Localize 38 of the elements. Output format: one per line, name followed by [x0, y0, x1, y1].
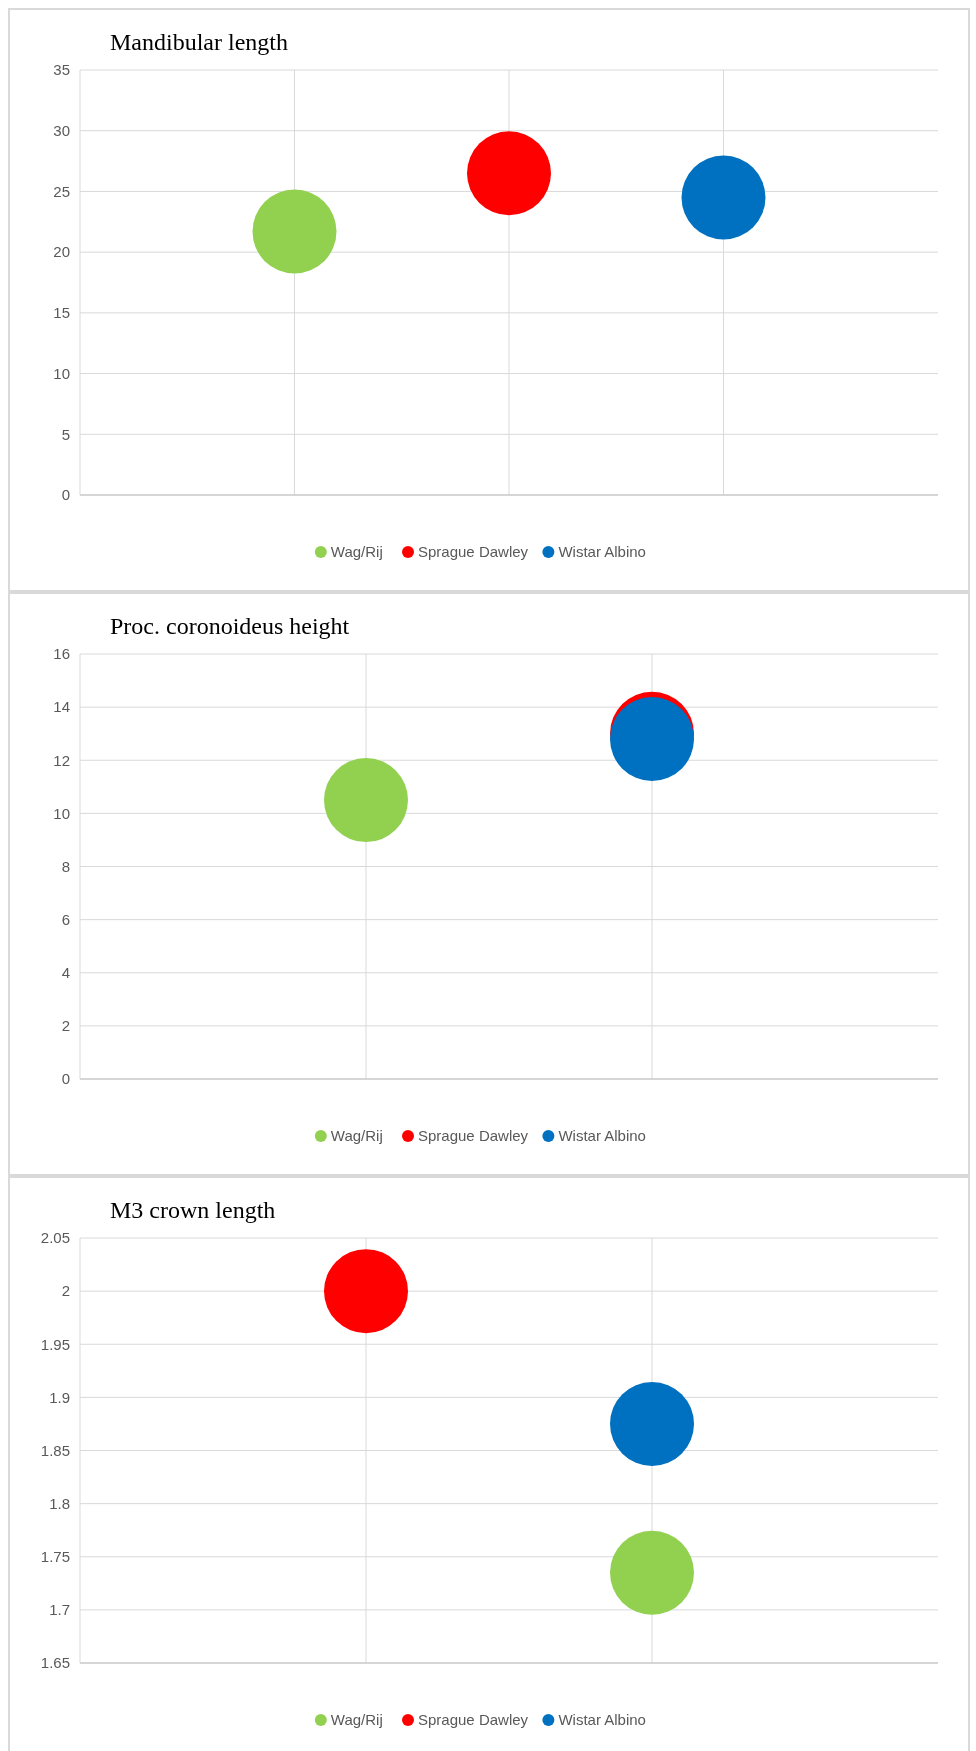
y-tick-label: 2 [61, 1282, 70, 1300]
chart-title: M3 crown length [110, 1197, 276, 1223]
y-tick-label: 10 [53, 804, 70, 822]
y-tick-label: 1.75 [40, 1548, 70, 1565]
y-tick-label: 2.05 [40, 1229, 70, 1247]
y-tick-label: 14 [53, 698, 70, 716]
legend-label: Wistar Albino [558, 1127, 646, 1145]
y-tick-label: 1.65 [40, 1654, 70, 1672]
y-tick-label: 1.95 [40, 1335, 70, 1353]
legend-label: Sprague Dawley [418, 1127, 529, 1145]
y-tick-label: 20 [53, 243, 70, 261]
legend-label: Sprague Dawley [418, 543, 529, 561]
chart-title: Mandibular length [110, 29, 288, 55]
y-tick-label: 1.8 [49, 1494, 70, 1512]
legend-label: Wag/Rij [330, 1711, 383, 1729]
y-tick-label: 5 [61, 425, 70, 443]
y-tick-label: 1.85 [40, 1441, 70, 1459]
legend-label: Wag/Rij [330, 543, 383, 561]
legend-label: Wag/Rij [330, 1127, 383, 1145]
y-tick-label: 6 [61, 910, 70, 928]
legend-label: Sprague Dawley [418, 1711, 529, 1729]
y-tick-label: 0 [61, 486, 70, 504]
y-tick-label: 1.7 [49, 1601, 70, 1619]
y-tick-label: 4 [61, 964, 70, 981]
y-tick-label: 0 [61, 1070, 70, 1088]
y-tick-label: 10 [53, 364, 70, 382]
y-tick-label: 15 [53, 304, 70, 322]
y-tick-label: 25 [53, 182, 70, 200]
y-tick-label: 16 [53, 645, 70, 663]
y-tick-label: 1.9 [49, 1388, 70, 1406]
y-tick-label: 30 [53, 121, 70, 139]
legend-label: Wistar Albino [558, 543, 646, 561]
y-tick-label: 35 [53, 61, 70, 79]
y-tick-label: 2 [61, 1017, 70, 1035]
y-tick-label: 12 [53, 751, 70, 769]
chart-title: Proc. coronoideus height [110, 613, 350, 639]
y-tick-label: 8 [61, 857, 70, 875]
legend-label: Wistar Albino [558, 1711, 646, 1729]
